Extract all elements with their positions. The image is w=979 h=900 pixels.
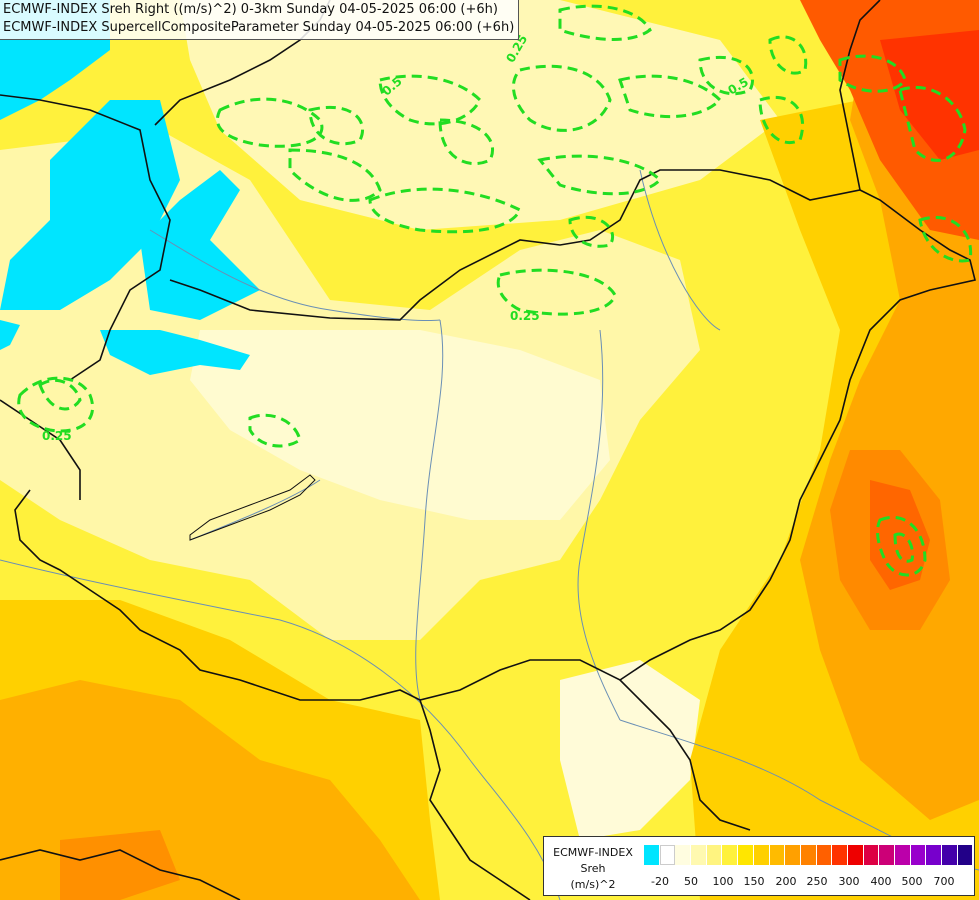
field-region-cyan-edge [0,320,20,350]
legend-field: Sreh [580,862,606,875]
field-region-cyan-west [0,100,180,310]
legend-tick-label: 500 [901,875,923,888]
map-title-line-1: ECMWF-INDEX Sreh Right ((m/s)^2) 0-3km S… [3,2,498,17]
legend-swatch [910,845,927,865]
legend-swatch [785,845,801,865]
legend-swatch [942,845,958,865]
color-legend: ECMWF-INDEX Sreh (m/s)^2 -20 50 100 150 200 2… [543,836,975,896]
legend-swatch [691,845,707,865]
field-region-cream [190,330,610,520]
legend-unit: (m/s)^2 [570,878,616,891]
legend-swatch [895,845,911,865]
legend-tick-label: 50 [684,875,698,888]
legend-swatch [722,845,739,865]
legend-tick-label: 400 [870,875,892,888]
legend-swatch [706,845,723,865]
legend-tick-label: 300 [838,875,860,888]
contour-label: 0.25 [42,429,72,443]
lake-outline [189,474,316,541]
legend-swatch [800,845,817,865]
legend-swatch [926,845,943,865]
legend-ticks: -20 50 100 150 200 250 300 400 500 700 [644,875,969,889]
map-title-line-2: ECMWF-INDEX SupercellCompositeParameter … [3,20,515,35]
field-region-cyan-lake [100,330,250,375]
field-region-south-pale [560,660,700,840]
legend-swatch [832,845,848,865]
legend-swatches [644,845,974,865]
legend-swatch [753,845,770,865]
map-title-box: ECMWF-INDEX Sreh Right ((m/s)^2) 0-3km S… [0,0,520,40]
legend-swatch [675,845,692,865]
legend-swatch [644,845,660,865]
legend-tick-label: -20 [651,875,669,888]
legend-swatch [816,845,833,865]
field-region-top-pale [180,0,780,230]
legend-swatch [769,845,786,865]
legend-tick-label: 200 [775,875,797,888]
legend-name: ECMWF-INDEX [553,846,633,859]
legend-tick-label: 250 [806,875,828,888]
field-region-cyan-mid [140,170,260,320]
legend-swatch [863,845,880,865]
legend-swatch [957,845,974,865]
legend-swatch [659,845,676,865]
legend-swatch [847,845,864,865]
field-region-orange-sw-core [60,830,180,900]
contour-label: 0.25 [510,309,540,323]
legend-swatch [879,845,895,865]
legend-tick-label: 100 [712,875,734,888]
legend-swatch [738,845,754,865]
legend-tick-label: 700 [933,875,955,888]
river-lines [0,169,979,900]
field-region-darkred-ne [880,30,979,160]
scp-contours [17,4,973,577]
legend-tick-label: 150 [743,875,765,888]
